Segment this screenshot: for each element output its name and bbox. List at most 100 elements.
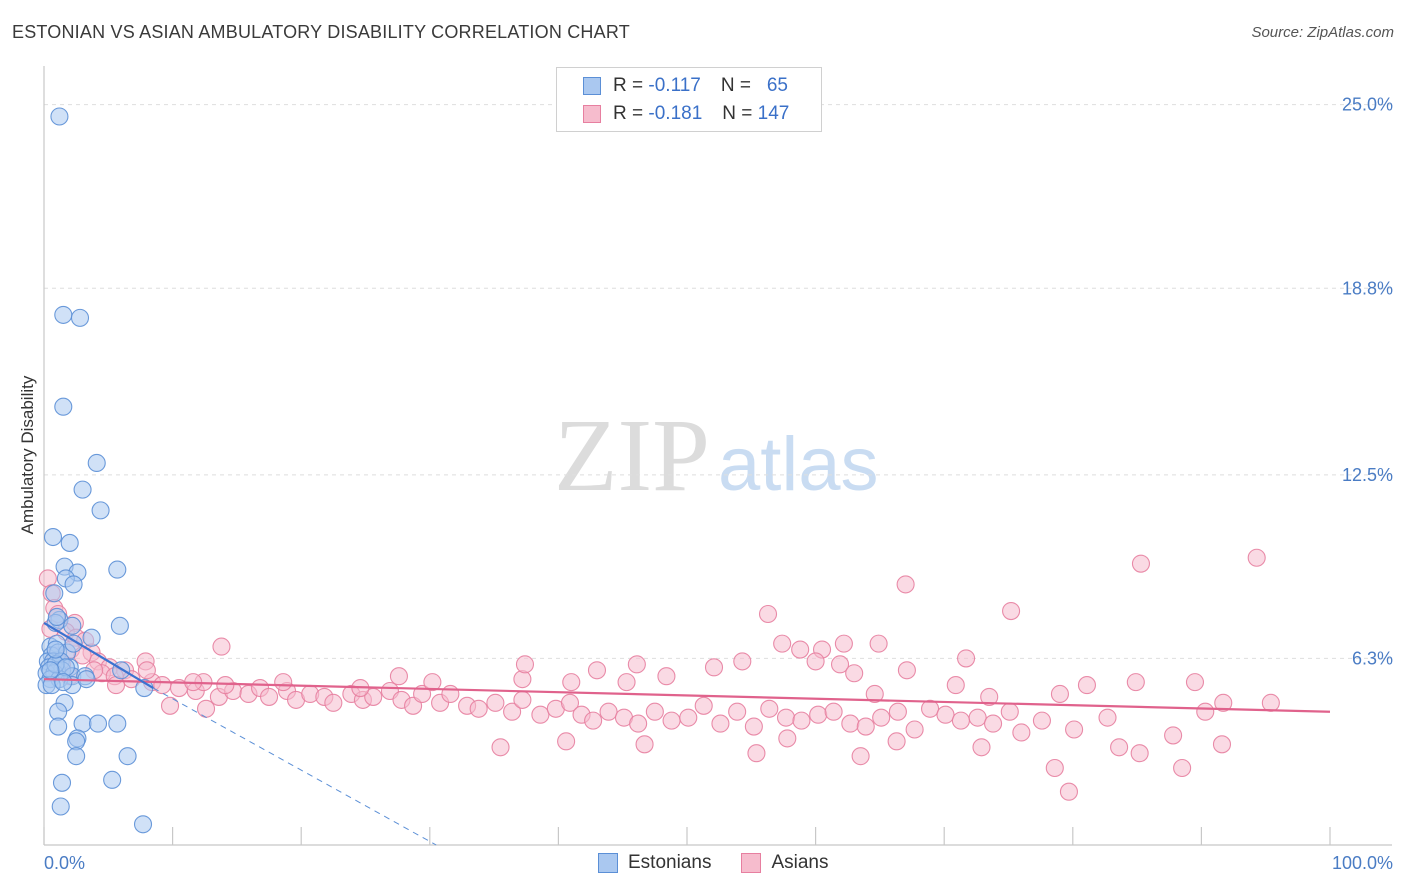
asians-point-131 xyxy=(635,735,654,754)
asians-point-83 xyxy=(1164,726,1183,745)
asians-point-77 xyxy=(984,714,1003,733)
asians-point-98 xyxy=(946,676,965,695)
series-legend: Estonians Asians xyxy=(598,852,858,874)
n-label: N = xyxy=(720,75,751,96)
x-tick-label-min: 0.0% xyxy=(44,853,85,873)
asians-point-125 xyxy=(1012,723,1031,742)
asians-point-138 xyxy=(617,673,636,692)
asians-point-46 xyxy=(503,702,522,721)
estonians-n-value: 65 xyxy=(766,75,788,96)
estonians-point-61 xyxy=(41,661,60,680)
asians-point-114 xyxy=(274,673,293,692)
estonians-point-47 xyxy=(88,714,108,733)
legend-row-estonians: R = -0.117 N = 65 xyxy=(583,74,788,98)
asians-point-135 xyxy=(845,664,864,683)
asians-point-71 xyxy=(888,702,907,721)
estonians-points xyxy=(37,107,154,834)
asians-point-80 xyxy=(1065,720,1084,739)
asians-point-95 xyxy=(830,655,850,674)
asians-points xyxy=(38,548,1280,801)
estonians-point-19 xyxy=(47,607,66,627)
asians-point-59 xyxy=(694,696,713,715)
estonians-trend-extension xyxy=(153,687,437,846)
asians-point-146 xyxy=(196,699,216,718)
asians-point-53 xyxy=(599,702,618,721)
estonians-point-0 xyxy=(50,107,69,126)
estonians-point-17 xyxy=(63,616,82,635)
asians-point-96 xyxy=(865,684,884,704)
axes xyxy=(43,66,1392,846)
estonians-point-53 xyxy=(118,747,137,766)
asians-point-119 xyxy=(515,655,535,674)
asians-point-134 xyxy=(806,652,825,671)
y-tick-label-2: 18.8% xyxy=(1342,278,1393,298)
n-label: N = xyxy=(722,103,753,124)
estonians-point-60 xyxy=(56,658,75,677)
asians-point-61 xyxy=(728,702,747,721)
asians-point-103 xyxy=(1185,673,1205,692)
legend-item-estonians[interactable]: Estonians xyxy=(598,852,711,874)
asians-n-value: 147 xyxy=(757,103,790,124)
asians-point-64 xyxy=(776,708,796,727)
asians-point-110 xyxy=(562,673,581,692)
asians-legend-label: Asians xyxy=(771,852,829,873)
estonians-legend-swatch xyxy=(598,853,618,873)
asians-point-107 xyxy=(733,652,752,671)
estonians-point-18 xyxy=(110,616,129,635)
asians-point-81 xyxy=(1098,708,1117,727)
asians-point-55 xyxy=(629,714,648,733)
asians-point-137 xyxy=(834,634,853,653)
estonians-point-49 xyxy=(49,717,68,736)
asians-point-68 xyxy=(841,714,860,733)
asians-point-105 xyxy=(627,655,646,674)
asians-r-value: -0.181 xyxy=(648,103,703,124)
estonians-point-52 xyxy=(67,747,86,766)
estonians-point-48 xyxy=(108,714,127,733)
asians-point-108 xyxy=(587,661,607,680)
estonians-point-63 xyxy=(46,640,65,659)
asians-point-63 xyxy=(760,699,779,718)
estonians-point-6 xyxy=(91,501,110,520)
legend-item-asians[interactable]: Asians xyxy=(741,852,828,874)
asians-point-75 xyxy=(951,711,970,730)
asians-point-117 xyxy=(137,661,156,680)
r-label: R = xyxy=(613,75,644,96)
asians-point-60 xyxy=(711,714,730,733)
tick-labels: 6.3% 12.5% 18.8% 25.0% 0.0% 100.0% xyxy=(44,95,1393,873)
asians-point-72 xyxy=(905,720,924,739)
x-tick-label-max: 100.0% xyxy=(1332,853,1393,873)
estonians-point-54 xyxy=(52,773,72,792)
asians-point-92 xyxy=(791,640,810,659)
asians-point-104 xyxy=(1214,693,1233,712)
asians-point-79 xyxy=(1032,711,1051,730)
asians-point-127 xyxy=(1110,738,1129,757)
asians-point-87 xyxy=(896,575,915,594)
asians-point-91 xyxy=(957,649,976,668)
asians-point-82 xyxy=(1130,744,1149,763)
asians-point-139 xyxy=(389,667,408,686)
asians-point-70 xyxy=(872,708,891,727)
estonians-point-62 xyxy=(54,673,73,692)
estonians-swatch xyxy=(583,77,601,95)
asians-trend-line xyxy=(43,678,1331,713)
gridlines xyxy=(44,104,1392,659)
y-tick-label-3: 25.0% xyxy=(1342,95,1393,115)
estonians-point-4 xyxy=(87,453,106,473)
source-label: Source: ZipAtlas.com xyxy=(1251,24,1394,41)
estonians-point-13 xyxy=(64,575,83,594)
asians-point-126 xyxy=(1045,758,1064,778)
asians-point-101 xyxy=(1077,676,1096,695)
asians-point-86 xyxy=(1131,554,1151,573)
asians-point-89 xyxy=(758,604,778,624)
stats-legend: R = -0.117 N = 65 R = -0.181 N = 147 xyxy=(556,67,822,132)
asians-point-128 xyxy=(1173,758,1192,778)
asians-point-106 xyxy=(704,658,724,677)
asians-point-50 xyxy=(560,693,580,712)
asians-point-97 xyxy=(897,661,916,680)
asians-point-45 xyxy=(486,693,505,712)
asians-point-57 xyxy=(662,711,681,730)
asians-point-76 xyxy=(968,708,987,727)
asians-point-84 xyxy=(1196,702,1215,721)
asians-point-122 xyxy=(778,729,797,748)
